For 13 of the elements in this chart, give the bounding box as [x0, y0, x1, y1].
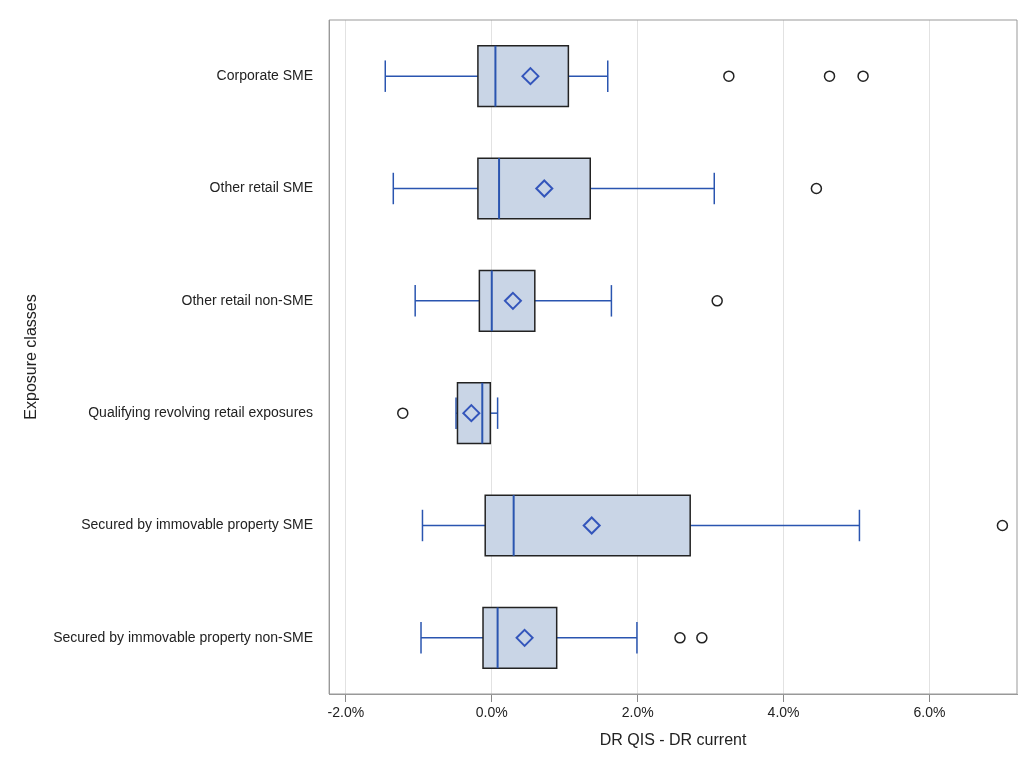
x-tick-label: 6.0%	[913, 704, 946, 721]
x-axis-title: DR QIS - DR current	[599, 730, 747, 748]
y-tick-label: Secured by immovable property SME	[81, 516, 314, 533]
x-tick-label: 4.0%	[767, 704, 800, 721]
y-tick-label: Other retail SME	[209, 179, 314, 196]
y-tick-label: Other retail non-SME	[181, 291, 314, 308]
x-tick-label: 2.0%	[621, 704, 654, 721]
x-tick-label: 0.0%	[475, 704, 508, 721]
y-tick-label: Qualifying revolving retail exposures	[88, 404, 314, 421]
x-tick-label: -2.0%	[327, 704, 365, 721]
y-tick-label: Corporate SME	[216, 67, 314, 84]
y-tick-label: Secured by immovable property non-SME	[53, 628, 314, 645]
y-axis-title: Exposure classes	[22, 294, 40, 420]
